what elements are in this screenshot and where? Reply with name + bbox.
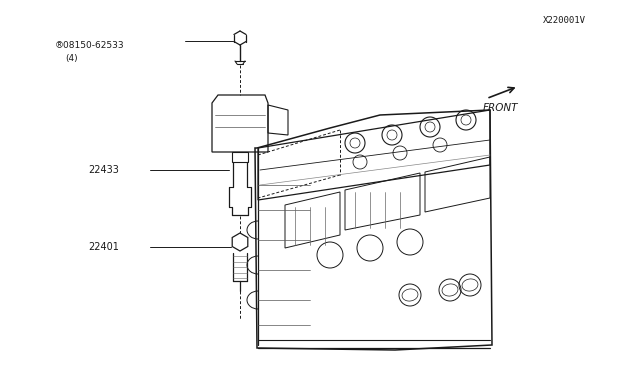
Text: (4): (4) bbox=[65, 54, 77, 62]
Text: FRONT: FRONT bbox=[483, 103, 518, 113]
Text: ®08150-62533: ®08150-62533 bbox=[55, 41, 125, 49]
Text: 22433: 22433 bbox=[88, 165, 119, 175]
Text: 22401: 22401 bbox=[88, 242, 119, 252]
Text: X220001V: X220001V bbox=[543, 16, 586, 25]
